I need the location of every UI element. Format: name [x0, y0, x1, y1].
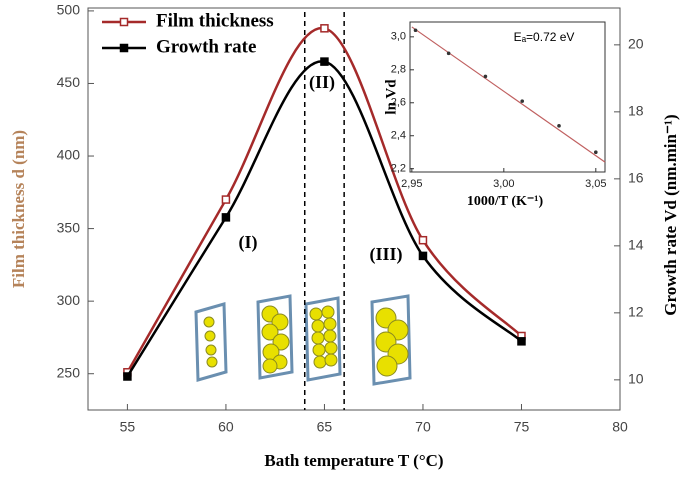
marker [418, 251, 428, 261]
inset-x-tick-label: 3,05 [585, 178, 606, 190]
marker [320, 57, 329, 66]
marker [221, 195, 231, 204]
legend-marker [119, 43, 129, 53]
x-tick-label: 70 [415, 419, 431, 435]
y2-tick-label: 12 [628, 304, 644, 320]
inset-x-tick-label: 2,95 [401, 178, 422, 190]
inset-y-tick-label: 2,6 [391, 97, 406, 109]
inset-frame [409, 21, 606, 173]
y-tick-label: 300 [57, 292, 81, 308]
inset-background [380, 12, 612, 208]
y-tick-label: 400 [57, 147, 81, 163]
x-axis-title: Bath temperature T (°C) [264, 451, 443, 470]
fit-line [411, 26, 606, 163]
point [520, 99, 525, 103]
y-tick-label: 500 [57, 2, 81, 18]
point [483, 74, 488, 79]
x-tick-label: 60 [218, 419, 234, 435]
morphology-illustrations [194, 294, 412, 386]
point [557, 124, 561, 128]
x-tick-label: 55 [120, 419, 136, 435]
marker [221, 213, 231, 222]
point [413, 28, 418, 33]
legend-label: Growth rate [156, 36, 256, 57]
y2-tick-label: 20 [628, 36, 644, 52]
y-axis-title: Film thickness d (nm) [9, 130, 28, 288]
inset-x-tick-label: 3,00 [493, 178, 514, 190]
marker [320, 24, 329, 33]
inset-y-tick-label: 2,4 [391, 130, 406, 142]
annotation: (I) [239, 232, 258, 253]
annotation: (III) [369, 244, 402, 265]
marker [517, 337, 526, 346]
x-tick-label: 75 [514, 419, 530, 435]
x-tick-label: 80 [612, 419, 628, 435]
marker [123, 372, 132, 381]
y-tick-label: 250 [57, 364, 81, 380]
inset-y-tick-label: 2,2 [391, 163, 406, 175]
annotation: (II) [309, 72, 335, 93]
y-tick-label: 350 [57, 219, 81, 235]
y-tick-label: 450 [57, 74, 81, 90]
inset-y-tick-label: 3,0 [391, 31, 406, 43]
marker [418, 235, 428, 245]
point [594, 150, 598, 155]
legend-marker [119, 17, 129, 27]
y2-tick-label: 16 [628, 170, 644, 186]
plot-frame [87, 7, 621, 411]
x-tick-label: 65 [317, 419, 333, 435]
legend-label: Film thickness [156, 10, 274, 31]
inset-y-tick-label: 2,8 [391, 64, 406, 76]
inset-x-title: 1000/T (K⁻¹) [467, 194, 544, 209]
y2-tick-label: 14 [628, 237, 644, 253]
y2-tick-label: 18 [628, 103, 644, 119]
inset-y-title: ln Vd [383, 79, 399, 115]
point [446, 51, 451, 56]
inset-title: Eₐ=0.72 eV [514, 30, 575, 44]
y2-tick-label: 10 [628, 371, 644, 387]
y2-axis-title: Growth rate Vd (nm.min⁻¹) [661, 114, 680, 315]
